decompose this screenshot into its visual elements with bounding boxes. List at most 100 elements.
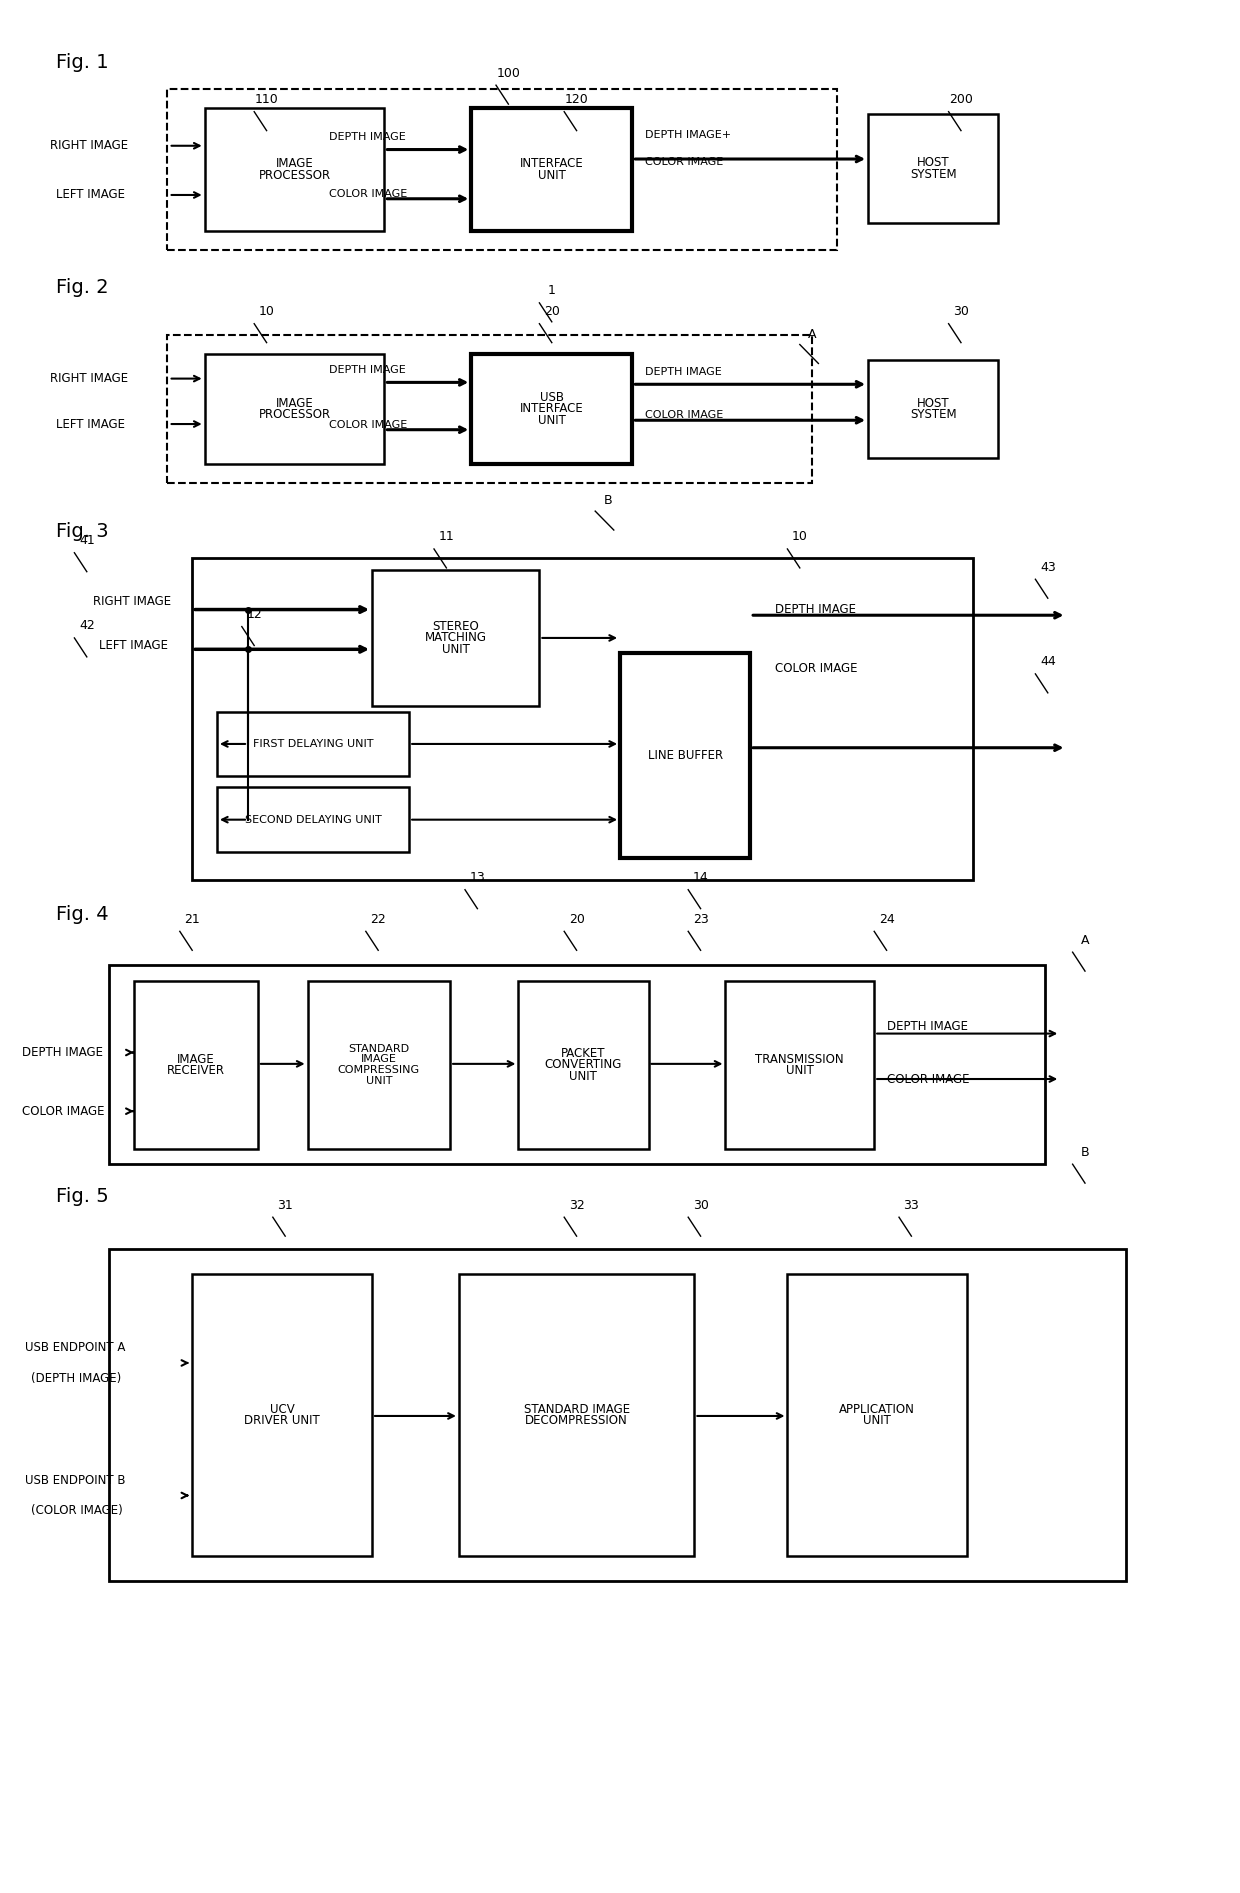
Text: SECOND DELAYING UNIT: SECOND DELAYING UNIT	[244, 814, 382, 825]
Text: MATCHING: MATCHING	[424, 632, 486, 644]
Text: COLOR IMAGE: COLOR IMAGE	[645, 411, 723, 420]
Bar	[725, 981, 874, 1149]
Text: IMAGE: IMAGE	[275, 398, 314, 409]
Text: IMAGE: IMAGE	[275, 157, 314, 170]
Text: DEPTH IMAGE: DEPTH IMAGE	[22, 1047, 103, 1058]
Text: 13: 13	[470, 871, 485, 884]
Text: 22: 22	[371, 912, 386, 926]
Text: 20: 20	[569, 912, 584, 926]
Bar	[868, 360, 998, 458]
Text: 31: 31	[278, 1198, 293, 1212]
Text: COMPRESSING: COMPRESSING	[337, 1066, 420, 1075]
Text: CONVERTING: CONVERTING	[544, 1058, 622, 1071]
Text: RIGHT IMAGE: RIGHT IMAGE	[50, 140, 128, 151]
Text: Fig. 5: Fig. 5	[56, 1187, 109, 1206]
Text: LINE BUFFER: LINE BUFFER	[647, 750, 723, 761]
Text: LEFT IMAGE: LEFT IMAGE	[99, 640, 169, 651]
Text: Fig. 3: Fig. 3	[56, 522, 108, 541]
Text: PROCESSOR: PROCESSOR	[258, 168, 331, 182]
Text: COLOR IMAGE: COLOR IMAGE	[329, 189, 407, 199]
Text: UNIT: UNIT	[786, 1064, 813, 1077]
Text: UCV: UCV	[270, 1403, 294, 1416]
Text: LEFT IMAGE: LEFT IMAGE	[56, 418, 125, 430]
Text: 100: 100	[496, 66, 521, 80]
Text: 10: 10	[259, 305, 274, 318]
Text: 41: 41	[79, 534, 94, 547]
Text: COLOR IMAGE: COLOR IMAGE	[22, 1106, 105, 1117]
Text: HOST: HOST	[916, 398, 950, 409]
Text: 10: 10	[792, 530, 807, 543]
Text: UNIT: UNIT	[441, 644, 470, 655]
Bar	[134, 981, 258, 1149]
Text: STANDARD IMAGE: STANDARD IMAGE	[523, 1403, 630, 1416]
Text: 30: 30	[693, 1198, 708, 1212]
Text: DEPTH IMAGE: DEPTH IMAGE	[887, 1020, 967, 1032]
Text: 42: 42	[79, 619, 94, 632]
Bar	[167, 335, 812, 483]
Bar	[192, 558, 973, 880]
Text: 120: 120	[564, 93, 589, 106]
Text: 110: 110	[254, 93, 279, 106]
Text: 30: 30	[954, 305, 968, 318]
Text: DEPTH IMAGE: DEPTH IMAGE	[645, 367, 722, 377]
Text: 1: 1	[548, 284, 556, 297]
Text: USB: USB	[539, 392, 564, 403]
Text: 12: 12	[247, 608, 262, 621]
Text: IMAGE: IMAGE	[361, 1054, 397, 1064]
Bar	[205, 108, 384, 231]
Bar	[205, 354, 384, 464]
Text: A: A	[808, 327, 816, 341]
Text: RECEIVER: RECEIVER	[167, 1064, 224, 1077]
Bar	[459, 1274, 694, 1556]
Text: (DEPTH IMAGE): (DEPTH IMAGE)	[31, 1372, 122, 1384]
Bar	[308, 981, 450, 1149]
Text: 14: 14	[693, 871, 708, 884]
Text: LEFT IMAGE: LEFT IMAGE	[56, 189, 125, 201]
Text: UNIT: UNIT	[569, 1070, 598, 1083]
Text: B: B	[604, 494, 611, 507]
Text: Fig. 2: Fig. 2	[56, 278, 108, 297]
Text: PROCESSOR: PROCESSOR	[258, 409, 331, 420]
Text: INTERFACE: INTERFACE	[520, 403, 584, 415]
Text: 21: 21	[185, 912, 200, 926]
Text: DEPTH IMAGE: DEPTH IMAGE	[775, 604, 856, 615]
Text: 43: 43	[1040, 560, 1055, 574]
Text: COLOR IMAGE: COLOR IMAGE	[887, 1073, 970, 1085]
Text: DEPTH IMAGE+: DEPTH IMAGE+	[645, 131, 730, 140]
Text: APPLICATION: APPLICATION	[839, 1403, 915, 1416]
Bar	[192, 1274, 372, 1556]
Text: A: A	[1081, 933, 1089, 946]
Text: 33: 33	[904, 1198, 919, 1212]
Text: UNIT: UNIT	[538, 415, 565, 426]
Text: 20: 20	[544, 305, 559, 318]
Bar	[217, 712, 409, 776]
Text: UNIT: UNIT	[538, 168, 565, 182]
Text: 200: 200	[949, 93, 973, 106]
Text: RIGHT IMAGE: RIGHT IMAGE	[93, 596, 171, 608]
Text: DRIVER UNIT: DRIVER UNIT	[244, 1414, 320, 1427]
Bar	[471, 354, 632, 464]
Bar	[167, 89, 837, 250]
Text: USB ENDPOINT B: USB ENDPOINT B	[25, 1475, 125, 1486]
Bar	[109, 1249, 1126, 1581]
Text: DEPTH IMAGE: DEPTH IMAGE	[329, 365, 405, 375]
Text: SYSTEM: SYSTEM	[910, 409, 956, 420]
Text: RIGHT IMAGE: RIGHT IMAGE	[50, 373, 128, 384]
Bar	[217, 787, 409, 852]
Text: Fig. 1: Fig. 1	[56, 53, 108, 72]
Text: TRANSMISSION: TRANSMISSION	[755, 1053, 844, 1066]
Text: UNIT: UNIT	[366, 1075, 392, 1087]
Text: DECOMPRESSION: DECOMPRESSION	[526, 1414, 627, 1427]
Text: COLOR IMAGE: COLOR IMAGE	[775, 663, 858, 674]
Text: STANDARD: STANDARD	[348, 1043, 409, 1054]
Bar	[109, 965, 1045, 1164]
Text: SYSTEM: SYSTEM	[910, 168, 956, 180]
Bar	[868, 114, 998, 223]
Text: STEREO: STEREO	[433, 621, 479, 632]
Text: INTERFACE: INTERFACE	[520, 157, 584, 170]
Text: Fig. 4: Fig. 4	[56, 905, 108, 924]
Text: 23: 23	[693, 912, 708, 926]
Bar	[372, 570, 539, 706]
Text: COLOR IMAGE: COLOR IMAGE	[329, 420, 407, 430]
Text: PACKET: PACKET	[562, 1047, 605, 1060]
